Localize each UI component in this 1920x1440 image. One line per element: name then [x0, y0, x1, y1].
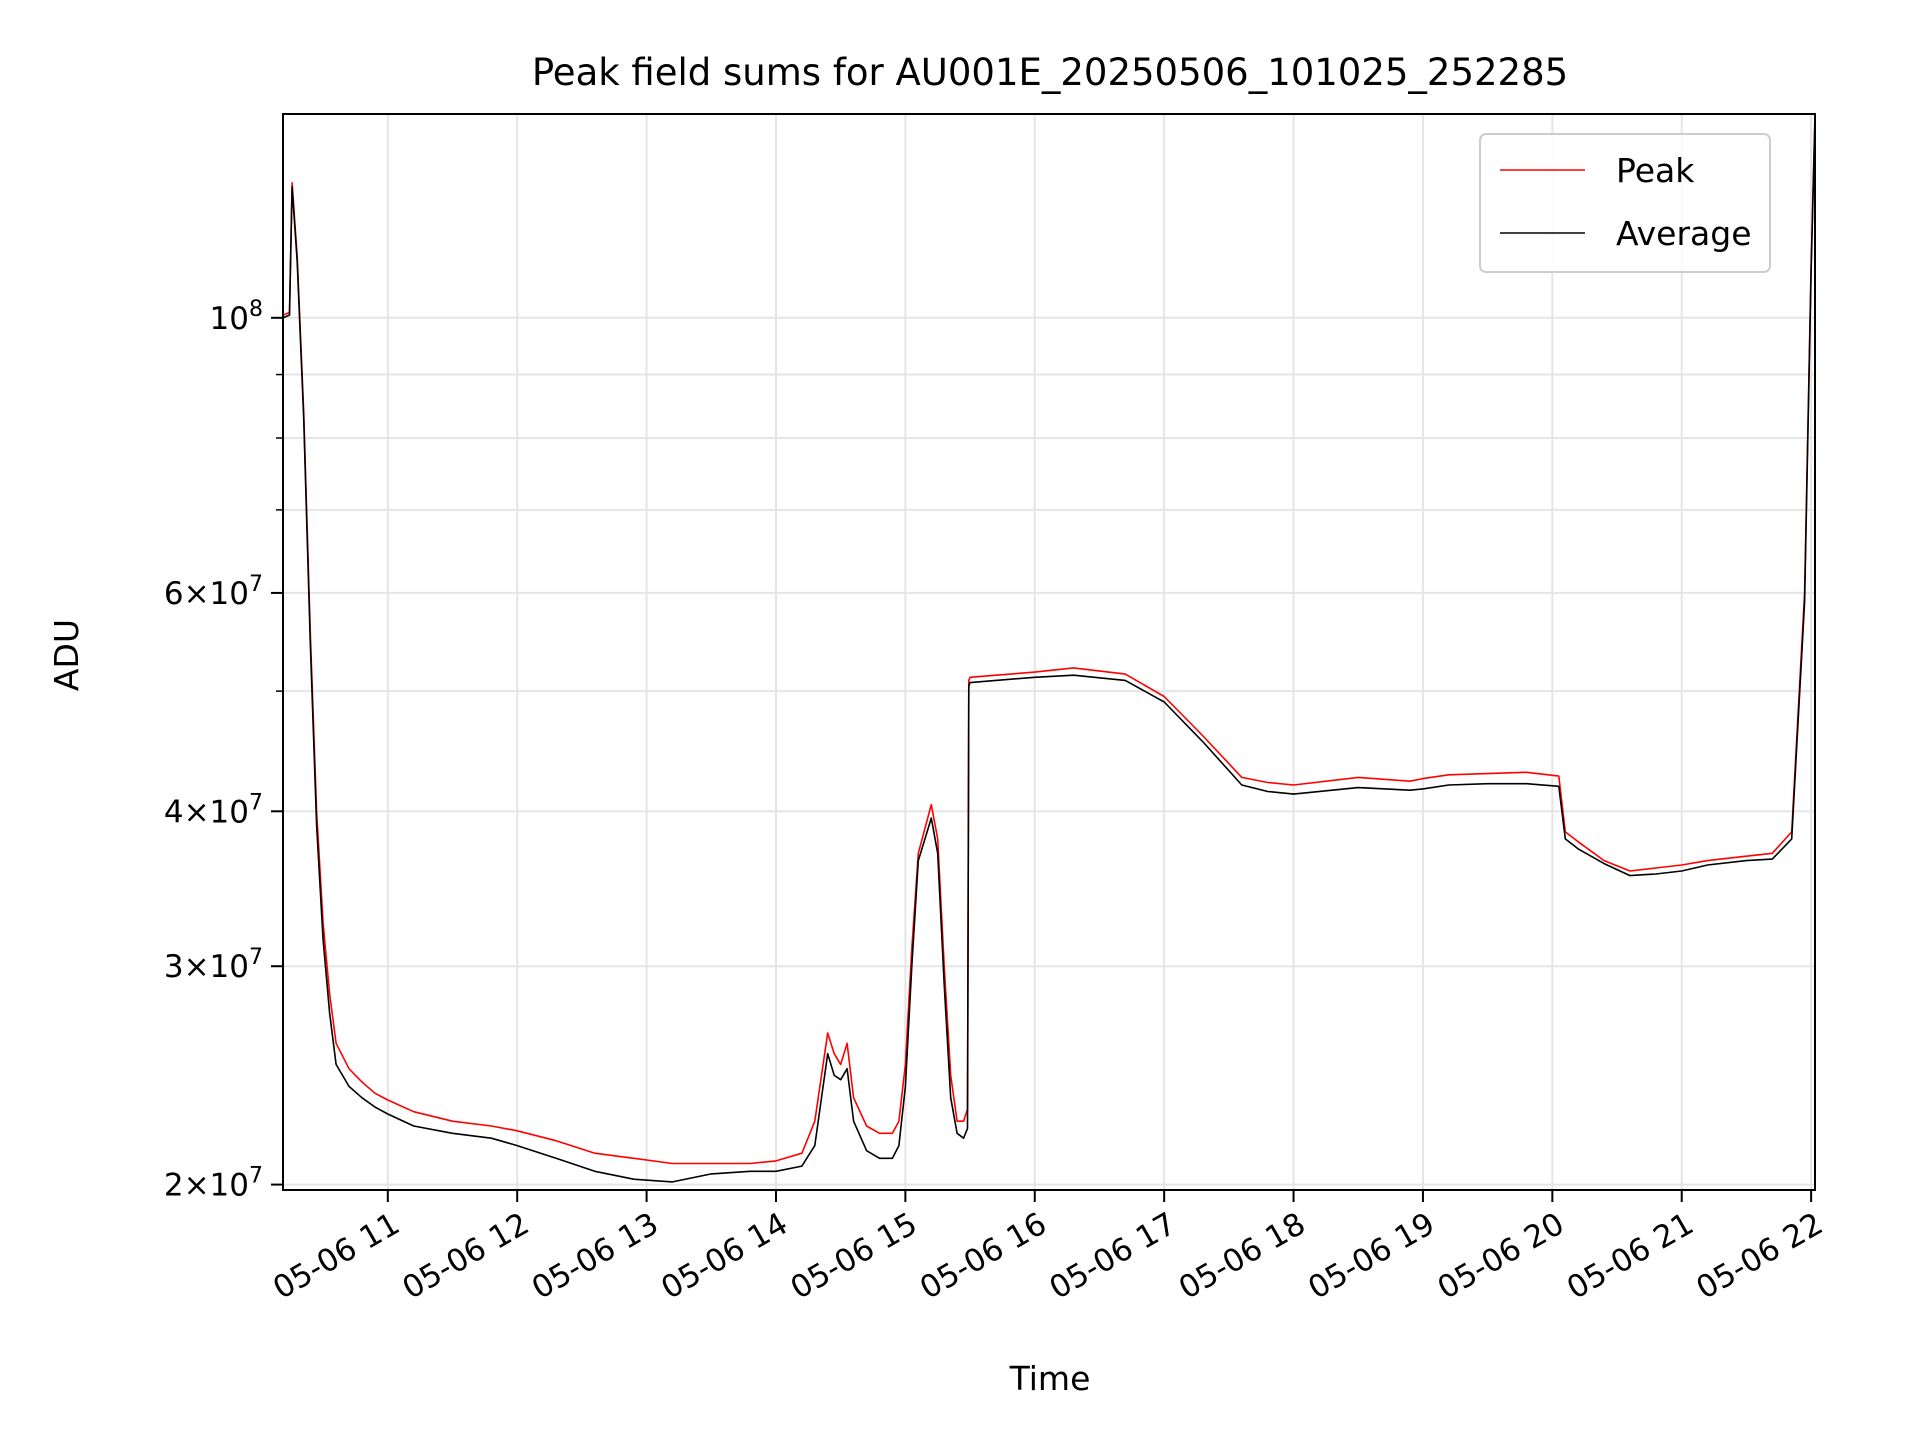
y-tick-label: 6×107: [164, 572, 263, 612]
grid: [283, 114, 1815, 1190]
y-tick-label: 2×107: [164, 1164, 263, 1204]
chart-title: Peak field sums for AU001E_20250506_1010…: [532, 51, 1568, 94]
y-tick-label: 4×107: [164, 790, 263, 830]
series-line-peak: [282, 113, 1816, 1165]
plot-frame: [282, 113, 1816, 1191]
x-axis-label: Time: [1009, 1359, 1091, 1398]
y-tick-label: 108: [210, 297, 263, 337]
y-tick-label: 3×107: [164, 945, 263, 985]
series-layer: [282, 113, 1816, 1183]
y-axis-label: ADU: [47, 619, 86, 691]
legend-peak-label: Peak: [1616, 151, 1695, 190]
y-axis: 2×107 3×107 4×107 6×107 108: [164, 297, 283, 1204]
series-line-average: [282, 117, 1816, 1183]
legend-box: [1479, 133, 1771, 273]
legend: Peak Average: [1479, 133, 1771, 273]
legend-average-label: Average: [1616, 214, 1752, 253]
